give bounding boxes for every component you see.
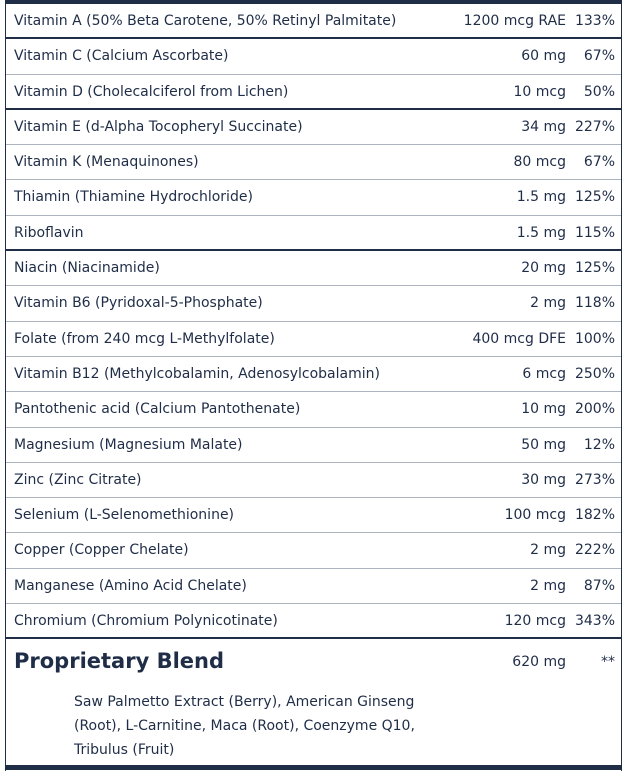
nutrient-name: Vitamin C (Calcium Ascorbate) xyxy=(14,48,229,65)
nutrient-table: Vitamin A (50% Beta Carotene, 50% Retiny… xyxy=(6,4,621,640)
nutrient-amount: 34 mg xyxy=(521,118,566,135)
nutrient-name: Chromium (Chromium Polynicotinate) xyxy=(14,613,278,630)
proprietary-blend-title: Proprietary Blend xyxy=(14,649,224,673)
nutrient-row: Pantothenic acid (Calcium Pantothenate) … xyxy=(6,392,621,428)
nutrient-row: Vitamin E (d-Alpha Tocopheryl Succinate)… xyxy=(6,110,621,146)
nutrient-daily-value: 115% xyxy=(574,224,615,241)
nutrient-amount: 50 mg xyxy=(521,436,566,453)
nutrient-name: Zinc (Zinc Citrate) xyxy=(14,471,142,488)
nutrient-amount: 100 mcg xyxy=(504,507,566,524)
nutrient-amount: 400 mcg DFE xyxy=(472,330,566,347)
nutrient-amount: 1.5 mg xyxy=(516,189,566,206)
nutrient-name: Vitamin B6 (Pyridoxal-5-Phosphate) xyxy=(14,295,263,312)
nutrient-name: Thiamin (Thiamine Hydrochloride) xyxy=(14,189,253,206)
nutrient-amount: 10 mg xyxy=(521,401,566,418)
nutrient-amount: 80 mcg xyxy=(513,154,567,171)
nutrient-daily-value: 50% xyxy=(583,83,615,100)
nutrient-daily-value: 125% xyxy=(574,260,615,277)
nutrient-name: Vitamin E (d-Alpha Tocopheryl Succinate) xyxy=(14,118,303,135)
nutrient-amount: 20 mg xyxy=(521,260,566,277)
nutrient-name: Vitamin B12 (Methylcobalamin, Adenosylco… xyxy=(14,365,380,382)
nutrient-daily-value: 125% xyxy=(574,189,615,206)
nutrient-row: Chromium (Chromium Polynicotinate) 120 m… xyxy=(6,604,621,640)
nutrient-amount: 10 mcg xyxy=(513,83,567,100)
nutrient-row: Vitamin D (Cholecalciferol from Lichen) … xyxy=(6,75,621,110)
nutrient-row: Vitamin B12 (Methylcobalamin, Adenosylco… xyxy=(6,357,621,393)
nutrient-name: Pantothenic acid (Calcium Pantothenate) xyxy=(14,401,301,418)
nutrient-name: Selenium (L-Selenomethionine) xyxy=(14,507,235,524)
nutrient-daily-value: 200% xyxy=(574,401,615,418)
nutrient-daily-value: 133% xyxy=(574,13,615,29)
nutrient-row: Vitamin A (50% Beta Carotene, 50% Retiny… xyxy=(6,4,621,40)
nutrient-amount: 6 mcg xyxy=(522,365,566,382)
nutrient-amount: 1200 mcg RAE xyxy=(463,13,566,29)
nutrient-daily-value: 343% xyxy=(574,613,615,630)
nutrient-amount: 60 mg xyxy=(521,48,566,65)
nutrient-row: Niacin (Niacinamide) 20 mg 125% xyxy=(6,251,621,287)
nutrient-amount: 2 mg xyxy=(530,577,566,594)
proprietary-blend-ingredients: Saw Palmetto Extract (Berry), American G… xyxy=(74,694,415,758)
nutrient-daily-value: 182% xyxy=(574,507,615,524)
proprietary-blend-amount: 620 mg xyxy=(512,654,566,670)
nutrient-row: Manganese (Amino Acid Chelate) 2 mg 87% xyxy=(6,569,621,605)
nutrient-name: Vitamin K (Menaquinones) xyxy=(14,154,199,171)
nutrient-daily-value: 222% xyxy=(574,542,615,559)
nutrient-row: Vitamin B6 (Pyridoxal-5-Phosphate) 2 mg … xyxy=(6,286,621,322)
nutrient-name: Niacin (Niacinamide) xyxy=(14,260,160,277)
nutrient-row: Thiamin (Thiamine Hydrochloride) 1.5 mg … xyxy=(6,180,621,216)
nutrient-name: Copper (Copper Chelate) xyxy=(14,542,189,559)
nutrient-row: Folate (from 240 mcg L-Methylfolate) 400… xyxy=(6,322,621,357)
nutrient-name: Riboflavin xyxy=(14,224,84,241)
nutrient-row: Copper (Copper Chelate) 2 mg 222% xyxy=(6,533,621,569)
nutrient-row: Selenium (L-Selenomethionine) 100 mcg 18… xyxy=(6,498,621,534)
nutrient-amount: 2 mg xyxy=(530,542,566,559)
nutrient-name: Vitamin A (50% Beta Carotene, 50% Retiny… xyxy=(14,13,397,29)
nutrient-daily-value: 118% xyxy=(574,295,615,312)
nutrient-daily-value: 67% xyxy=(583,154,615,171)
nutrient-name: Magnesium (Magnesium Malate) xyxy=(14,436,243,453)
proprietary-blend-daily-value: ** xyxy=(601,654,615,670)
nutrient-daily-value: 227% xyxy=(574,118,615,135)
supplement-facts-panel: Vitamin A (50% Beta Carotene, 50% Retiny… xyxy=(5,0,622,771)
top-rule xyxy=(6,0,621,4)
nutrient-row: Riboflavin 1.5 mg 115% xyxy=(6,216,621,252)
nutrient-amount: 1.5 mg xyxy=(516,224,566,241)
nutrient-row: Vitamin C (Calcium Ascorbate) 60 mg 67% xyxy=(6,39,621,75)
nutrient-amount: 30 mg xyxy=(521,471,566,488)
nutrient-name: Folate (from 240 mcg L-Methylfolate) xyxy=(14,330,275,347)
bottom-rule xyxy=(6,765,621,770)
nutrient-daily-value: 100% xyxy=(574,330,615,347)
nutrient-daily-value: 250% xyxy=(574,365,615,382)
nutrient-daily-value: 87% xyxy=(583,577,615,594)
nutrient-daily-value: 273% xyxy=(574,471,615,488)
nutrient-daily-value: 67% xyxy=(583,48,615,65)
nutrient-amount: 2 mg xyxy=(530,295,566,312)
nutrient-amount: 120 mcg xyxy=(504,613,566,630)
nutrient-name: Manganese (Amino Acid Chelate) xyxy=(14,577,247,594)
nutrient-row: Zinc (Zinc Citrate) 30 mg 273% xyxy=(6,463,621,499)
nutrient-name: Vitamin D (Cholecalciferol from Lichen) xyxy=(14,83,289,100)
nutrient-row: Magnesium (Magnesium Malate) 50 mg 12% xyxy=(6,428,621,463)
nutrient-row: Vitamin K (Menaquinones) 80 mcg 67% xyxy=(6,145,621,181)
nutrient-daily-value: 12% xyxy=(583,436,615,453)
